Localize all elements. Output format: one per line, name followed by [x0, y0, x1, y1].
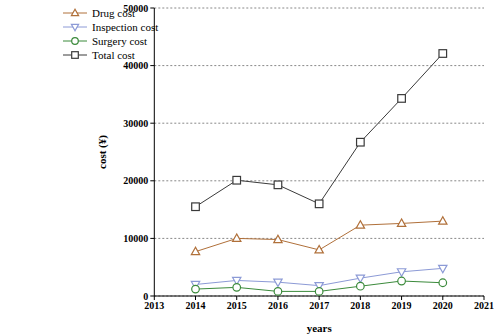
svg-text:2019: 2019 — [392, 300, 412, 311]
svg-text:2018: 2018 — [350, 300, 370, 311]
svg-text:2016: 2016 — [268, 300, 288, 311]
svg-text:2013: 2013 — [144, 300, 164, 311]
svg-text:years: years — [307, 322, 333, 334]
svg-text:cost (¥): cost (¥) — [96, 135, 109, 169]
svg-text:10000: 10000 — [123, 233, 148, 244]
svg-text:2017: 2017 — [309, 300, 329, 311]
svg-text:50000: 50000 — [123, 3, 148, 14]
svg-text:0: 0 — [143, 291, 148, 302]
svg-text:20000: 20000 — [123, 175, 148, 186]
svg-text:2014: 2014 — [186, 300, 206, 311]
svg-text:2020: 2020 — [433, 300, 453, 311]
svg-text:30000: 30000 — [123, 118, 148, 129]
svg-text:40000: 40000 — [123, 60, 148, 71]
svg-text:2015: 2015 — [227, 300, 247, 311]
svg-text:2021: 2021 — [474, 300, 492, 311]
